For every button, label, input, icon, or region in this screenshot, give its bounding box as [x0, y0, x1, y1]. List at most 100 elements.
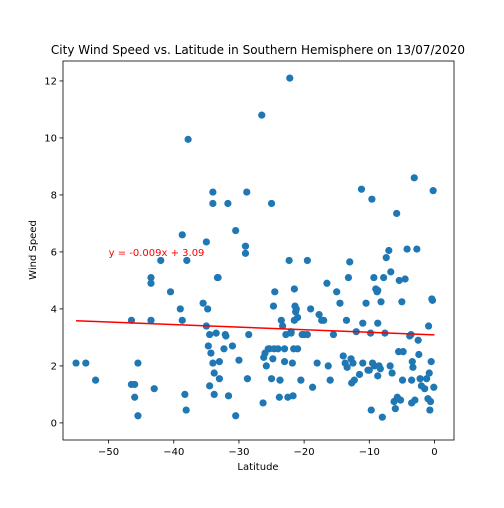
data-point — [243, 188, 251, 196]
data-point — [204, 305, 212, 313]
data-point — [166, 288, 175, 296]
data-point — [339, 352, 347, 360]
data-point — [303, 330, 311, 339]
data-point — [415, 350, 423, 359]
data-point — [147, 273, 155, 282]
data-point — [380, 273, 388, 282]
data-point — [72, 359, 80, 367]
regression-line-layer — [76, 319, 435, 336]
data-point — [333, 288, 341, 296]
data-point — [259, 399, 267, 407]
data-point — [313, 359, 321, 367]
data-point — [222, 332, 230, 340]
data-point — [241, 249, 250, 257]
data-point — [279, 322, 287, 330]
data-point — [181, 390, 189, 399]
data-point — [324, 362, 332, 370]
data-point — [271, 288, 279, 296]
data-point — [411, 396, 419, 404]
data-point — [395, 276, 403, 285]
data-point — [378, 413, 386, 421]
data-point — [393, 209, 401, 218]
data-point — [207, 349, 215, 357]
data-point — [414, 336, 422, 344]
y-tick-label: 12 — [44, 76, 57, 87]
x-tick-label: 0 — [431, 447, 437, 458]
plot-frame — [62, 60, 455, 441]
data-point — [215, 375, 223, 383]
data-point — [357, 185, 366, 193]
data-point — [209, 359, 217, 367]
data-point — [362, 299, 370, 307]
data-point — [344, 273, 353, 282]
data-point — [413, 245, 421, 253]
data-point — [403, 245, 411, 253]
data-point — [267, 375, 276, 383]
data-point — [184, 135, 192, 143]
data-point — [370, 273, 378, 282]
data-point — [399, 348, 407, 356]
data-point — [183, 256, 191, 265]
y-tick-label: 0 — [51, 418, 57, 429]
data-point — [276, 376, 284, 384]
x-axis-label: Latitude — [237, 462, 278, 473]
data-point — [307, 305, 315, 313]
data-point — [382, 254, 390, 262]
x-tick-label: −20 — [294, 447, 315, 458]
data-point — [182, 406, 190, 414]
data-point — [228, 342, 237, 350]
data-point — [376, 365, 384, 373]
data-point — [199, 299, 207, 307]
data-point — [359, 319, 367, 327]
data-point — [388, 369, 396, 377]
data-point — [366, 329, 375, 337]
data-points-layer — [72, 74, 438, 421]
axes-layer: −50 −40 −30 −20 −10 0 0 2 4 6 8 10 12 — [44, 60, 455, 458]
data-point — [243, 375, 252, 383]
data-point — [374, 319, 382, 327]
data-point — [147, 316, 155, 324]
regression-line — [76, 319, 435, 336]
data-point — [387, 268, 395, 276]
data-point — [209, 188, 217, 196]
data-point — [131, 393, 139, 401]
data-point — [224, 199, 232, 208]
data-point — [209, 199, 217, 208]
data-point — [262, 362, 270, 370]
data-point — [287, 329, 295, 337]
data-point — [374, 372, 382, 380]
data-point — [290, 285, 298, 293]
data-point — [292, 305, 300, 313]
data-point — [91, 376, 100, 384]
chart-title: City Wind Speed vs. Latitude in Southern… — [51, 43, 465, 57]
data-point — [280, 345, 289, 353]
data-point — [320, 316, 328, 324]
data-point — [398, 376, 407, 384]
data-point — [224, 392, 233, 400]
data-point — [408, 358, 416, 366]
y-tick-label: 4 — [51, 304, 57, 315]
data-point — [269, 355, 277, 363]
y-tick-label: 10 — [44, 133, 57, 144]
x-tick-label: −10 — [359, 447, 380, 458]
data-point — [82, 359, 90, 367]
data-point — [398, 298, 406, 306]
data-point — [343, 363, 351, 371]
data-point — [215, 358, 223, 366]
data-point — [274, 345, 282, 353]
x-tick-label: −50 — [98, 447, 119, 458]
data-point — [365, 366, 373, 374]
data-point — [355, 370, 364, 379]
x-tick-label: −40 — [163, 447, 184, 458]
data-point — [396, 396, 405, 404]
data-point — [241, 242, 250, 250]
data-point — [426, 397, 435, 406]
y-tick-label: 8 — [51, 190, 57, 201]
data-point — [235, 356, 243, 364]
data-point — [157, 256, 165, 265]
data-point — [210, 369, 218, 377]
data-point — [147, 279, 155, 287]
data-point — [267, 199, 276, 208]
